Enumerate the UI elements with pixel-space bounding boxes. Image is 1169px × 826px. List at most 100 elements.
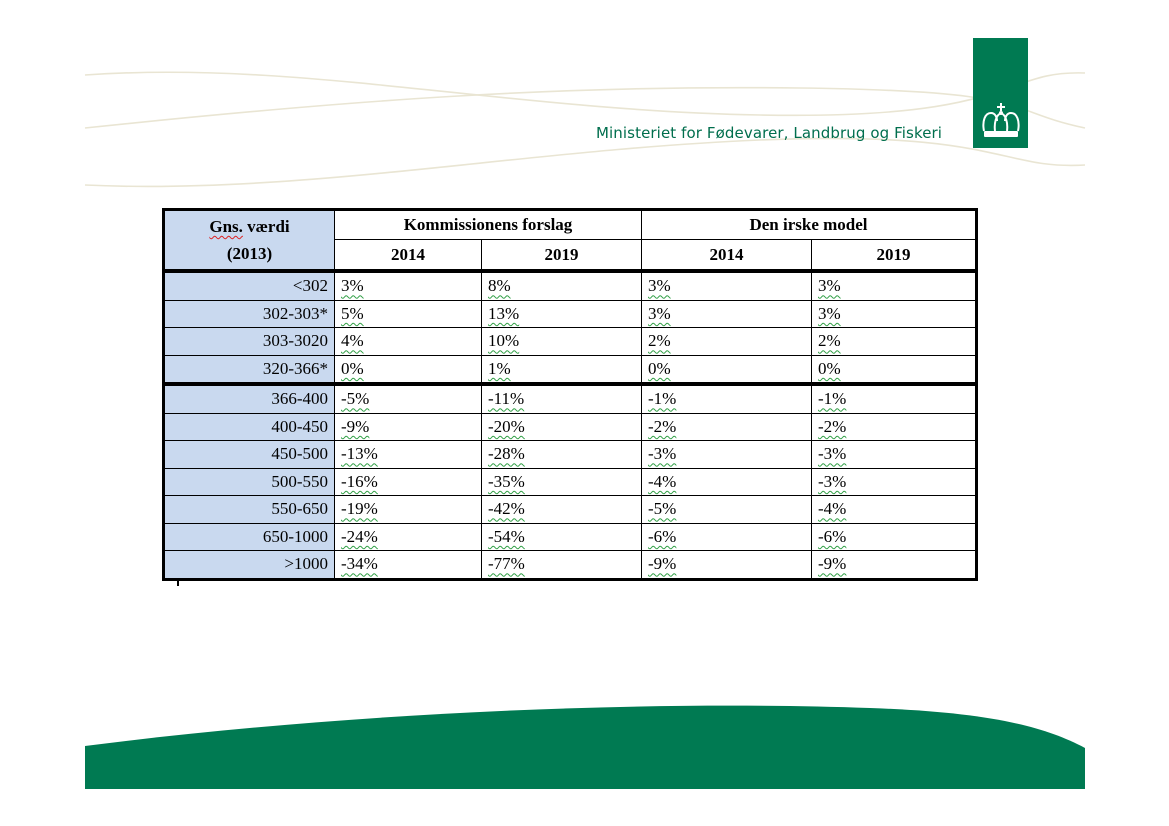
cell-value: -4% [818, 499, 847, 519]
cell-value: -42% [488, 499, 525, 519]
cell-value: -19% [341, 499, 378, 519]
table-cell: 2% [810, 327, 977, 356]
table-cell: -2% [641, 412, 812, 441]
table-row: 500-550 -16% -35% -4% -3% [164, 467, 977, 496]
table-cell: -3% [641, 440, 812, 469]
table-row: <302 3% 8% 3% 3% [164, 269, 977, 301]
table-row: 320-366* 0% 1% 0% 0% [164, 354, 977, 385]
cell-value: 1% [488, 358, 511, 378]
crown-logo [973, 38, 1028, 148]
table-cell: 3% [810, 269, 977, 301]
table-row: 366-400 -5% -11% -1% -1% [164, 382, 977, 414]
row-label: 320-366* [164, 354, 335, 385]
table-row: >1000 -34% -77% -9% -9% [164, 550, 977, 579]
table-row: 650-1000 -24% -54% -6% -6% [164, 522, 977, 551]
cell-value: 3% [818, 303, 841, 323]
cell-value: -3% [648, 444, 677, 464]
table-cell: -6% [810, 522, 977, 551]
row-label: 650-1000 [164, 522, 335, 551]
year-header: 2019 [810, 239, 977, 272]
cell-value: 0% [341, 358, 364, 378]
cell-value: 3% [341, 276, 364, 296]
cell-value: 3% [648, 303, 671, 323]
table-cell: -3% [810, 467, 977, 496]
cell-value: -9% [818, 554, 847, 574]
cell-value: -35% [488, 471, 525, 491]
crown-icon [982, 103, 1020, 137]
cell-value: -3% [818, 471, 847, 491]
table-cell: 1% [481, 354, 642, 385]
table-cell: 3% [641, 299, 812, 328]
table-cell: -34% [334, 550, 482, 579]
table-cell: 0% [810, 354, 977, 385]
cell-value: 3% [648, 276, 671, 296]
table-cell: 8% [481, 269, 642, 301]
table-row: 550-650 -19% -42% -5% -4% [164, 495, 977, 524]
cell-value: 5% [341, 303, 364, 323]
row-label: 303-3020 [164, 327, 335, 356]
cell-value: 3% [818, 276, 841, 296]
cell-value: 2% [818, 331, 841, 351]
table-cell: -24% [334, 522, 482, 551]
table-cell: 5% [334, 299, 482, 328]
row-label: 366-400 [164, 382, 335, 414]
table-cell: -4% [810, 495, 977, 524]
table-cell: -54% [481, 522, 642, 551]
table-cell: -5% [641, 495, 812, 524]
table-cell: -1% [641, 382, 812, 414]
table-row: 303-3020 4% 10% 2% 2% [164, 327, 977, 356]
table-cell: -4% [641, 467, 812, 496]
table-cell: -13% [334, 440, 482, 469]
row-label: 550-650 [164, 495, 335, 524]
cell-value: 8% [488, 276, 511, 296]
cell-value: -3% [818, 444, 847, 464]
table-cell: -35% [481, 467, 642, 496]
table-cell: -9% [641, 550, 812, 579]
cell-value: -13% [341, 444, 378, 464]
cell-value: -5% [341, 389, 370, 409]
corner-header: Gns. værdi (2013) [164, 210, 335, 272]
cell-value: -16% [341, 471, 378, 491]
table-cell: 10% [481, 327, 642, 356]
table-row: 400-450 -9% -20% -2% -2% [164, 412, 977, 441]
cell-value: -6% [818, 526, 847, 546]
group-header-kommissionens: Kommissionens forslag [334, 209, 642, 241]
row-label: 500-550 [164, 467, 335, 496]
table-row: 450-500 -13% -28% -3% -3% [164, 440, 977, 469]
table-cell: -9% [810, 550, 977, 579]
corner-word-vaerdi: værdi [242, 217, 290, 236]
row-label: 450-500 [164, 440, 335, 469]
table-cell: 0% [334, 354, 482, 385]
group-header-irske: Den irske model [640, 209, 977, 241]
table-cell: -2% [810, 412, 977, 441]
cell-value: -1% [648, 389, 677, 409]
row-label: <302 [164, 269, 335, 301]
cell-value: -9% [341, 416, 370, 436]
table-cell: 3% [641, 269, 812, 301]
cell-value: -20% [488, 416, 525, 436]
table-cell: 13% [481, 299, 642, 328]
cell-value: -6% [648, 526, 677, 546]
year-header: 2014 [641, 239, 812, 272]
cell-value: 4% [341, 331, 364, 351]
cell-value: -4% [648, 471, 677, 491]
year-header: 2019 [481, 239, 642, 272]
table-cell: -9% [334, 412, 482, 441]
cell-value: 10% [488, 331, 520, 351]
cell-value: -28% [488, 444, 525, 464]
table-cell: 3% [810, 299, 977, 328]
table-cell: -20% [481, 412, 642, 441]
table-cell: -6% [641, 522, 812, 551]
corner-year: (2013) [226, 244, 273, 263]
cell-value: -5% [648, 499, 677, 519]
table-cell: -77% [481, 550, 642, 579]
stray-mark [177, 579, 179, 586]
table-cell: -16% [334, 467, 482, 496]
cell-value: -1% [818, 389, 847, 409]
cell-value: 13% [488, 303, 520, 323]
table-row: 302-303* 5% 13% 3% 3% [164, 299, 977, 328]
table-header-row-groups: Gns. værdi (2013) Kommissionens forslag … [164, 209, 977, 272]
row-label: 400-450 [164, 412, 335, 441]
cell-value: -11% [488, 389, 525, 409]
table-cell: -42% [481, 495, 642, 524]
